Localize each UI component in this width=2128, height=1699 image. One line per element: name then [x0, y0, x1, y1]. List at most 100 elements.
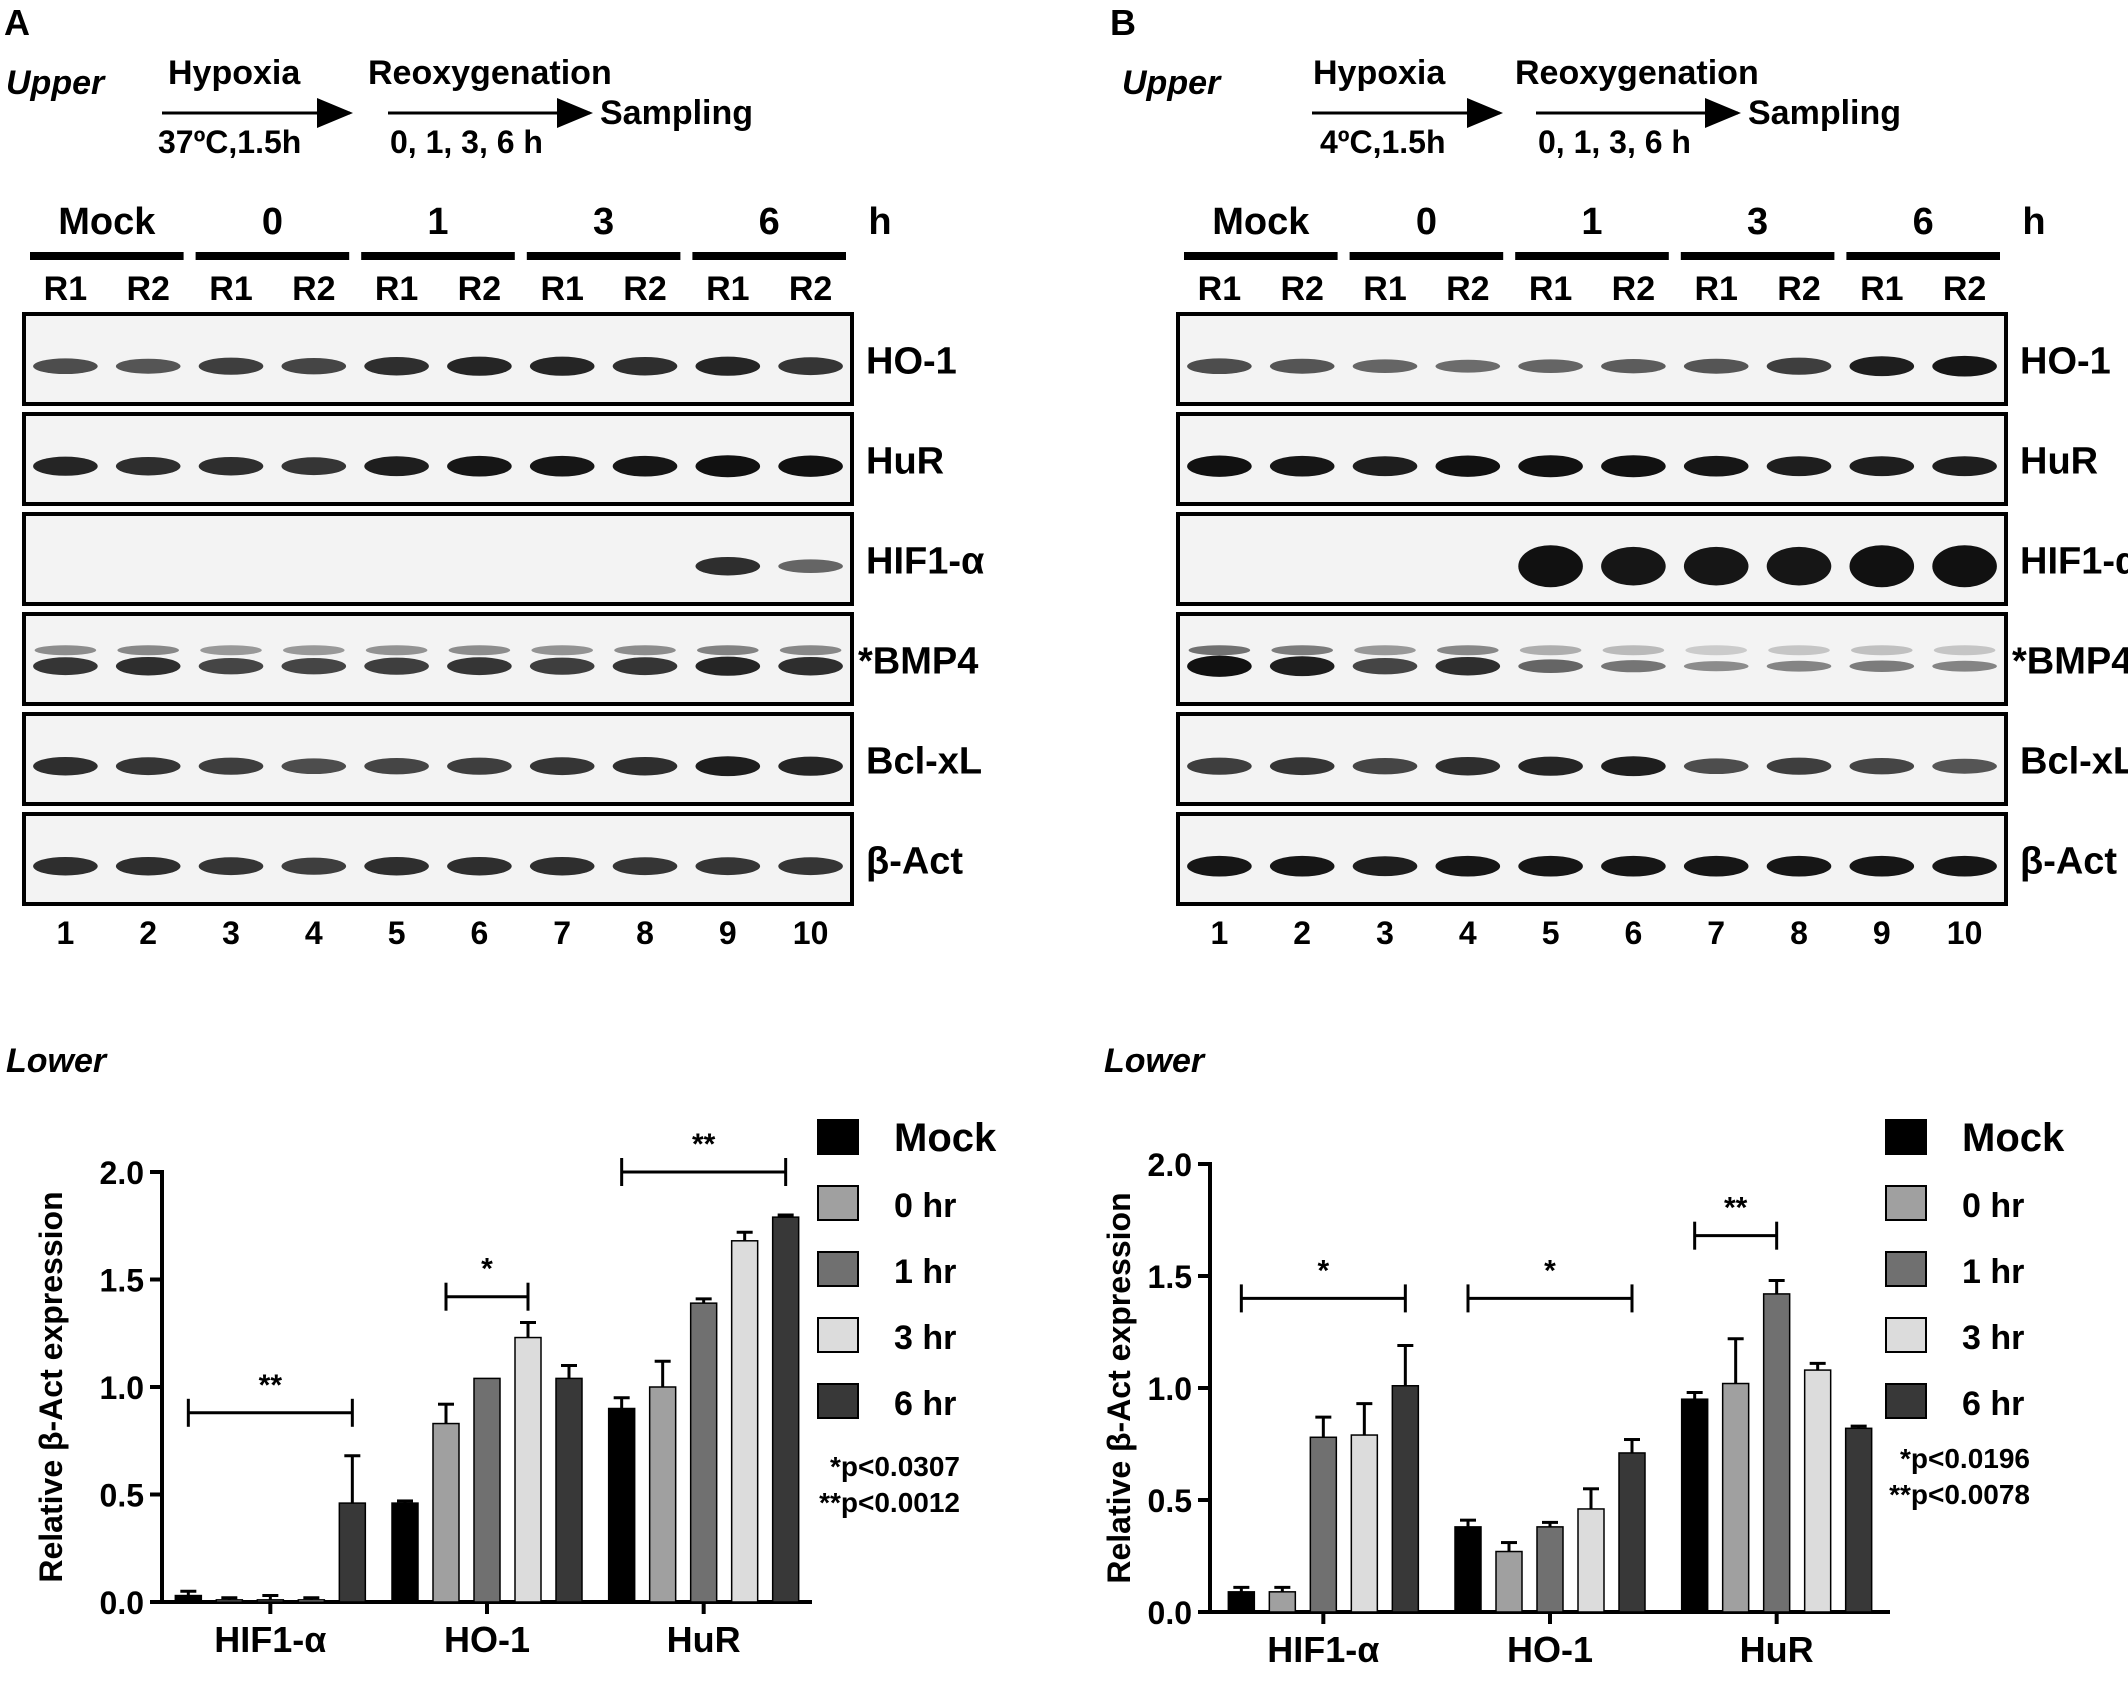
blot-frame: [22, 512, 854, 606]
band-upper-lane-9: [1851, 645, 1913, 656]
lane-number-2: 2: [139, 915, 157, 951]
band-lane-6: [1601, 455, 1666, 478]
band-lane-5: [364, 856, 429, 876]
band-lane-1: [33, 657, 98, 676]
band-lane-2: [1269, 455, 1335, 477]
y-tick-label: 0.5: [1148, 1483, 1192, 1519]
blot-bclxl: [22, 712, 854, 806]
replicate-label-10: R2: [789, 270, 832, 308]
band-lane-9: [1849, 456, 1915, 477]
band-lane-1: [1187, 655, 1252, 677]
group-label-3: 3: [1747, 201, 1768, 243]
y-tick-label: 1.0: [100, 1370, 144, 1406]
band-lane-5: [1518, 455, 1583, 478]
lane-number-2: 2: [1293, 915, 1311, 951]
band-lane-7: [529, 757, 595, 776]
band-lane-7: [1683, 546, 1749, 586]
band-lane-10: [1932, 456, 1997, 477]
band-lane-7: [1683, 358, 1749, 374]
band-lane-9: [695, 756, 761, 777]
band-lane-7: [529, 856, 595, 876]
band-upper-lane-7: [1685, 645, 1747, 656]
legend-swatch-1: [817, 1119, 859, 1155]
band-lane-3: [198, 857, 264, 876]
significance-label: *: [1544, 1254, 1556, 1287]
replicate-label-3: R1: [1363, 270, 1406, 308]
bar-1hr: [1309, 1436, 1338, 1613]
blot-hif1: [22, 512, 854, 606]
band-upper-lane-1: [1188, 645, 1251, 656]
band-lane-4: [1435, 359, 1501, 373]
band-upper-lane-6: [448, 645, 511, 656]
band-lane-6: [1601, 756, 1666, 777]
panel-b-reox-times: 0, 1, 3, 6 h: [1538, 124, 1691, 160]
blot-act: [22, 812, 854, 906]
panel-a-lower-label: Lower: [6, 1042, 107, 1080]
group-label-1: 1: [1581, 201, 1602, 243]
y-tick-label: 0.5: [100, 1478, 144, 1514]
band-lane-3: [1352, 758, 1418, 775]
bar-6hr: [1618, 1452, 1646, 1613]
lane-number-7: 7: [1707, 915, 1725, 951]
significance-label: *: [481, 1253, 493, 1286]
band-lane-2: [115, 656, 181, 676]
replicate-label-7: R1: [540, 270, 583, 308]
lane-number-10: 10: [793, 915, 829, 951]
band-lane-4: [281, 457, 347, 476]
band-lane-2: [1269, 358, 1335, 374]
group-label-6: 6: [1913, 201, 1934, 243]
band-lane-2: [1269, 757, 1335, 776]
panel-a-reoxygenation-label: Reoxygenation: [368, 54, 612, 92]
replicate-label-4: R2: [292, 270, 335, 308]
replicate-label-2: R2: [126, 270, 169, 308]
y-axis-label: Relative β-Act expression: [1101, 1192, 1137, 1583]
bar-3hr: [514, 1336, 542, 1603]
band-upper-lane-8: [614, 645, 676, 656]
band-lane-10: [1932, 758, 1997, 774]
bar-1hr: [256, 1599, 285, 1603]
blot-label-3: *BMP4: [2012, 640, 2128, 682]
lane-number-4: 4: [1459, 915, 1477, 951]
band-lane-9: [695, 656, 761, 676]
band-lane-3: [1352, 658, 1418, 675]
band-lane-4: [1435, 756, 1501, 776]
band-lane-6: [1601, 855, 1666, 877]
blot-bmp4: [1176, 612, 2008, 706]
replicate-label-1: R1: [1198, 270, 1241, 308]
replicate-label-3: R1: [209, 270, 252, 308]
blot-label-0: HO-1: [2020, 340, 2111, 382]
band-lane-3: [198, 757, 264, 775]
panel-a-western-blots: Mock 0 1 3 6 h R1 R2 R1 R2 R1 R2 R1 R2 R1 R2 HO-1 HuR HIF1…: [22, 201, 984, 951]
band-lane-10: [1932, 660, 1997, 672]
band-lane-9: [695, 857, 761, 876]
lane-number-6: 6: [471, 915, 489, 951]
legend-label-2: 0 hr: [1962, 1187, 2024, 1225]
band-lane-6: [447, 657, 512, 676]
band-lane-8: [1766, 855, 1832, 877]
blot-label-2: HIF1-α: [866, 540, 984, 582]
panel-a-hypoxia-label: Hypoxia: [168, 54, 301, 92]
band-lane-1: [1187, 757, 1252, 775]
band-upper-lane-4: [1437, 645, 1499, 656]
y-tick-label: 0.0: [1148, 1595, 1192, 1631]
legend-label-1: Mock: [894, 1116, 997, 1160]
band-lane-6: [447, 356, 512, 376]
group-label-3: 3: [593, 201, 614, 243]
legend-swatch-5: [1885, 1383, 1927, 1419]
band-upper-lane-1: [34, 645, 97, 656]
band-lane-6: [447, 856, 512, 876]
bar-0hr: [215, 1599, 244, 1603]
band-lane-8: [1766, 660, 1832, 672]
lane-number-3: 3: [1376, 915, 1394, 951]
bar-0hr: [1268, 1591, 1297, 1613]
band-lane-10: [778, 756, 843, 776]
legend-label-4: 3 hr: [1962, 1319, 2024, 1357]
group-label-6: 6: [759, 201, 780, 243]
bar-3hr: [1577, 1508, 1605, 1613]
band-lane-7: [1683, 758, 1749, 775]
bar-mock: [1454, 1526, 1482, 1613]
band-lane-4: [281, 758, 347, 775]
band-lane-1: [1187, 855, 1252, 877]
panel-a-bar-chart: 0.0 0.5 1.0 1.5 2.0 Relative β-Act expression…: [33, 1116, 997, 1660]
band-lane-5: [1518, 659, 1583, 673]
